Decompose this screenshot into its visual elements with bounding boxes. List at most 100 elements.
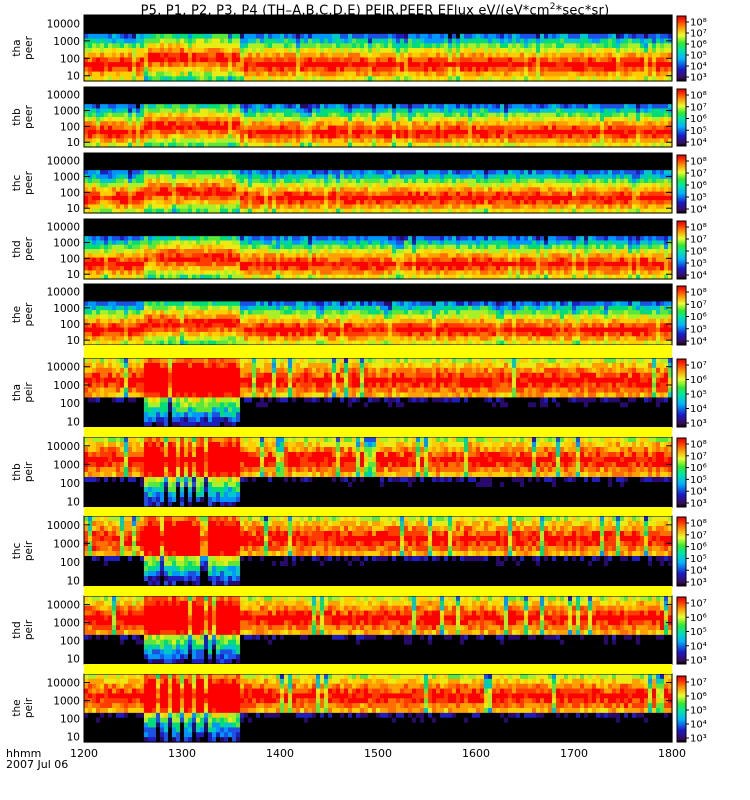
heatmap-cell: [140, 66, 145, 73]
heatmap-cell: [640, 71, 645, 77]
heatmap-cell: [204, 38, 209, 44]
heatmap-cell: [256, 99, 261, 105]
heatmap-cell: [120, 99, 125, 105]
heatmap-cell: [412, 43, 417, 49]
heatmap-cell: [200, 87, 205, 92]
heatmap-cell: [664, 112, 669, 118]
heatmap-cell: [536, 38, 541, 44]
heatmap-cell: [280, 19, 285, 26]
heatmap-cell: [408, 38, 413, 44]
heatmap-cell: [280, 38, 285, 44]
heatmap-cell: [104, 138, 109, 144]
heatmap-cell: [664, 57, 669, 63]
heatmap-cell: [252, 125, 257, 131]
heatmap-cell: [124, 157, 129, 163]
heatmap-cell: [208, 178, 213, 184]
heatmap-cell: [288, 108, 293, 114]
heatmap-cell: [228, 165, 233, 171]
heatmap-cell: [212, 62, 217, 68]
heatmap-cell: [528, 112, 533, 118]
heatmap-cell: [224, 129, 229, 135]
heatmap-cell: [468, 104, 473, 110]
heatmap-cell: [168, 170, 173, 176]
heatmap-cell: [100, 195, 105, 201]
heatmap-cell: [500, 99, 505, 105]
heatmap-cell: [280, 142, 285, 148]
heatmap-cell: [288, 48, 293, 54]
heatmap-cell: [576, 87, 581, 92]
heatmap-cell: [152, 71, 157, 77]
heatmap-cell: [372, 129, 377, 135]
heatmap-cell: [368, 38, 373, 44]
heatmap-cell: [208, 66, 213, 73]
heatmap-cell: [240, 134, 245, 140]
heatmap-cell: [212, 153, 217, 158]
heatmap-cell: [420, 52, 425, 59]
heatmap-cell: [136, 48, 141, 54]
heatmap-cell: [220, 138, 225, 144]
heatmap-cell: [184, 19, 189, 26]
heatmap-cell: [308, 87, 313, 92]
heatmap-cell: [112, 174, 117, 180]
heatmap-cell: [200, 208, 205, 214]
heatmap-cell: [248, 208, 253, 214]
heatmap-cell: [192, 129, 197, 135]
heatmap-cell: [96, 87, 101, 92]
heatmap-cell: [616, 71, 621, 77]
heatmap-cell: [444, 125, 449, 131]
heatmap-cell: [152, 76, 157, 82]
heatmap-cell: [588, 99, 593, 105]
heatmap-cell: [100, 161, 105, 167]
heatmap-cell: [240, 29, 245, 35]
heatmap-cell: [84, 43, 89, 49]
heatmap-cell: [648, 138, 653, 144]
heatmap-cell: [176, 129, 181, 135]
heatmap-cell: [476, 108, 481, 114]
heatmap-cell: [112, 76, 117, 82]
heatmap-cell: [132, 157, 137, 163]
heatmap-cell: [592, 33, 597, 40]
heatmap-cell: [100, 121, 105, 127]
heatmap-cell: [320, 57, 325, 63]
heatmap-cell: [120, 170, 125, 176]
heatmap-cell: [108, 134, 113, 140]
heatmap-cell: [280, 29, 285, 35]
heatmap-cell: [472, 19, 477, 26]
heatmap-cell: [240, 24, 245, 30]
heatmap-cell: [288, 153, 293, 158]
heatmap-cell: [364, 129, 369, 135]
heatmap-cell: [124, 99, 129, 105]
heatmap-cell: [476, 76, 481, 82]
heatmap-cell: [108, 19, 113, 26]
heatmap-cell: [188, 91, 193, 97]
heatmap-cell: [144, 142, 149, 148]
heatmap-cell: [260, 183, 265, 188]
heatmap-cell: [364, 57, 369, 63]
heatmap-cell: [168, 204, 173, 210]
heatmap-cell: [496, 71, 501, 77]
heatmap-cell: [148, 129, 153, 135]
heatmap-cell: [108, 33, 113, 40]
heatmap-cell: [120, 183, 125, 188]
heatmap-cell: [460, 134, 465, 140]
heatmap-cell: [476, 19, 481, 26]
heatmap-cell: [652, 87, 657, 92]
heatmap-cell: [564, 121, 569, 127]
heatmap-cell: [364, 62, 369, 68]
heatmap-cell: [352, 48, 357, 54]
heatmap-cell: [316, 134, 321, 140]
heatmap-cell: [524, 91, 529, 97]
heatmap-cell: [160, 76, 165, 82]
heatmap-cell: [600, 117, 605, 122]
heatmap-cell: [324, 15, 329, 21]
heatmap-cell: [236, 112, 241, 118]
heatmap-cell: [88, 129, 93, 135]
heatmap-cell: [668, 91, 673, 97]
heatmap-cell: [196, 174, 201, 180]
heatmap-cell: [348, 129, 353, 135]
heatmap-cell: [644, 48, 649, 54]
heatmap-cell: [260, 66, 265, 73]
heatmap-cell: [212, 95, 217, 101]
heatmap-cell: [596, 121, 601, 127]
heatmap-cell: [268, 52, 273, 59]
